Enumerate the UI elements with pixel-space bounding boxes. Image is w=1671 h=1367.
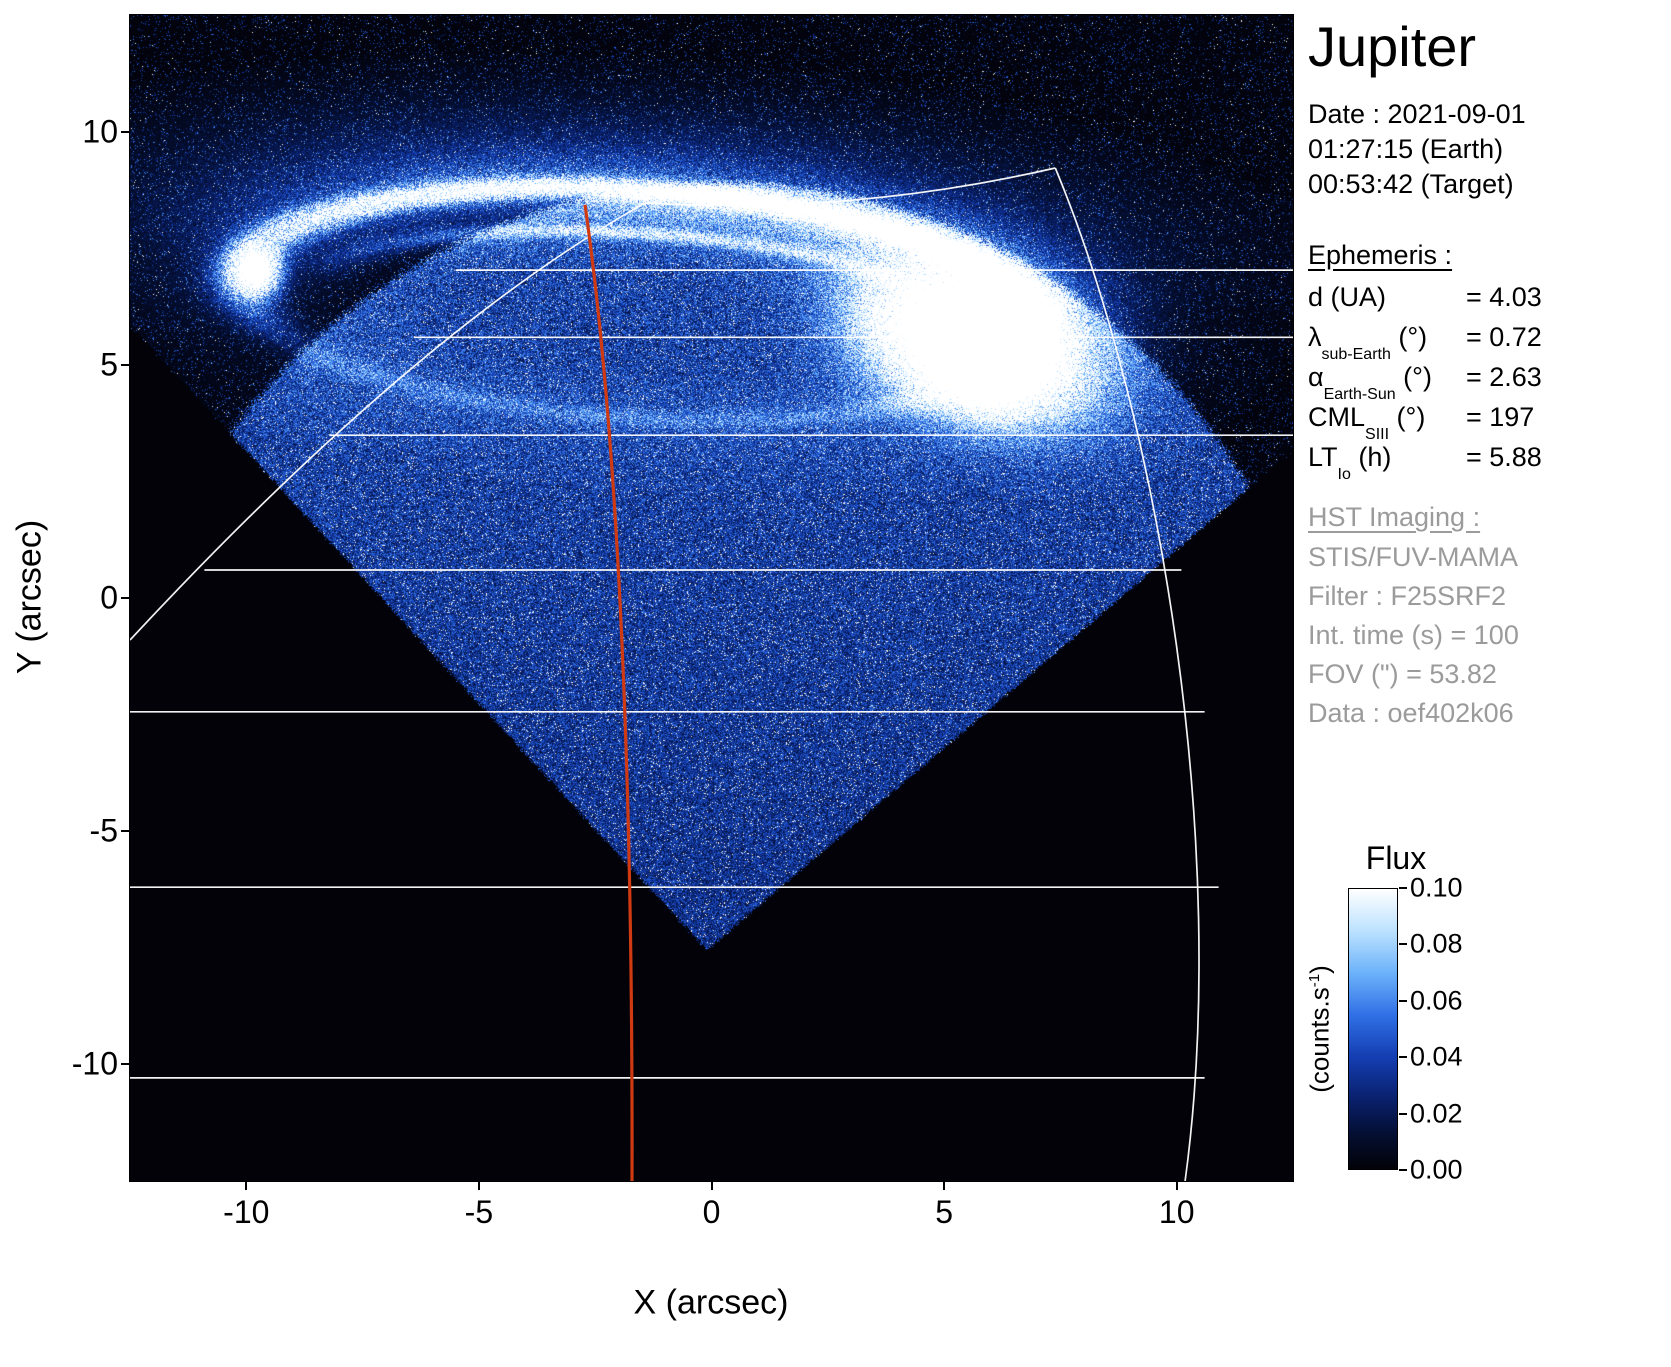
hst-info-line: STIS/FUV-MAMA <box>1308 542 1519 572</box>
target-time-line: 00:53:42 (Target) <box>1308 169 1514 199</box>
ephemeris-value: = 2.63 <box>1466 362 1542 392</box>
colorbar-gradient <box>1348 888 1398 1170</box>
hst-info-line: Int. time (s) = 100 <box>1308 620 1519 650</box>
colorbar-tick-label: 0.06 <box>1410 985 1463 1016</box>
limb-arc-right <box>1054 167 1200 1181</box>
y-tick-label: -5 <box>89 812 118 849</box>
graticule-overlay <box>130 167 1293 1181</box>
ephemeris-row: αEarth-Sun (°) = 2.63 <box>1308 362 1558 404</box>
y-tick-mark <box>121 1063 130 1066</box>
ephemeris-row: d (UA) = 4.03 <box>1308 282 1558 322</box>
plot-area <box>129 14 1294 1182</box>
cml-meridian-line <box>583 204 634 1181</box>
hst-info-line: Filter : F25SRF2 <box>1308 581 1507 611</box>
colorbar-unit-post: ) <box>1304 965 1335 974</box>
ephemeris-value: = 197 <box>1466 402 1535 432</box>
x-tick-mark <box>943 1181 946 1190</box>
x-tick-mark <box>245 1181 248 1190</box>
ephemeris-label: d (UA) <box>1308 282 1387 312</box>
y-tick-mark <box>121 597 130 599</box>
x-tick-label: 10 <box>1158 1194 1195 1230</box>
limb-arc-left <box>130 202 646 641</box>
x-tick-label: -5 <box>464 1194 494 1230</box>
colorbar-title: Flux <box>1365 840 1427 876</box>
colorbar-tick-mark <box>1399 943 1407 946</box>
date-line: Date : 2021-09-01 <box>1308 99 1526 129</box>
y-tick-label: 5 <box>100 346 118 383</box>
ephemeris-row: CMLSIII (°) = 197 <box>1308 402 1558 444</box>
colorbar-tick-mark <box>1399 1169 1407 1171</box>
hst-imaging-heading: HST Imaging : <box>1308 502 1481 532</box>
colorbar-tick-label: 0.00 <box>1410 1154 1463 1185</box>
x-tick-mark <box>477 1181 480 1190</box>
ephemeris-label: CMLSIII (°) <box>1308 402 1426 444</box>
colorbar-unit-pre: (counts.s <box>1304 987 1335 1093</box>
ephemeris-label: αEarth-Sun (°) <box>1308 362 1432 404</box>
colorbar-unit-label: (counts.s-1) <box>1305 965 1336 1093</box>
ephemeris-value: = 5.88 <box>1466 442 1542 472</box>
x-axis-label: X (arcsec) <box>633 1283 789 1322</box>
limb-arc-top <box>644 167 1056 207</box>
y-tick-label: 10 <box>82 113 118 150</box>
colorbar-tick-label: 0.08 <box>1410 928 1463 959</box>
y-tick-label: -10 <box>71 1045 118 1082</box>
y-tick-label: 0 <box>100 579 118 616</box>
ephemeris-label: λsub-Earth (°) <box>1308 322 1428 364</box>
hst-info-list: STIS/FUV-MAMA Filter : F25SRF2 Int. time (… <box>1308 542 1519 737</box>
colorbar-unit-exponent: -1 <box>1305 973 1323 988</box>
colorbar-tick-mark <box>1399 1112 1407 1115</box>
ephemeris-label: LTIo (h) <box>1308 442 1392 484</box>
earth-time-line: 01:27:15 (Earth) <box>1308 134 1504 164</box>
colorbar-tick-label: 0.02 <box>1410 1098 1463 1129</box>
x-tick-mark <box>1175 1181 1178 1190</box>
y-tick-mark <box>121 130 130 133</box>
colorbar-tick-mark <box>1399 1056 1407 1059</box>
hst-info-line: FOV (") = 53.82 <box>1308 659 1497 689</box>
colorbar-tick-mark <box>1399 999 1407 1002</box>
info-panel: Jupiter Date : 2021-09-01 01:27:15 (Eart… <box>1305 0 1670 1367</box>
y-tick-mark <box>121 830 130 833</box>
ephemeris-row: λsub-Earth (°) = 0.72 <box>1308 322 1558 364</box>
x-tick-label: 0 <box>702 1194 721 1230</box>
hst-info-line: Data : oef402k06 <box>1308 698 1514 728</box>
colorbar-tick-label: 0.10 <box>1410 872 1463 903</box>
ephemeris-value: = 4.03 <box>1466 282 1542 312</box>
colorbar-tick-mark <box>1399 887 1407 889</box>
ephemeris-heading: Ephemeris : <box>1308 240 1453 270</box>
colorbar-tick-label: 0.04 <box>1410 1041 1463 1072</box>
x-tick-label: -10 <box>223 1194 270 1230</box>
target-title: Jupiter <box>1308 15 1477 78</box>
x-tick-mark <box>710 1181 713 1190</box>
flux-image-canvas <box>130 15 1293 1181</box>
ephemeris-value: = 0.72 <box>1466 322 1542 352</box>
ephemeris-row: LTIo (h) = 5.88 <box>1308 442 1558 484</box>
x-tick-label: 5 <box>935 1194 953 1230</box>
y-tick-mark <box>121 363 130 366</box>
ephemeris-list: d (UA) = 4.03 λsub-Earth (°) = 0.72 αEarth-S… <box>1308 282 1558 484</box>
